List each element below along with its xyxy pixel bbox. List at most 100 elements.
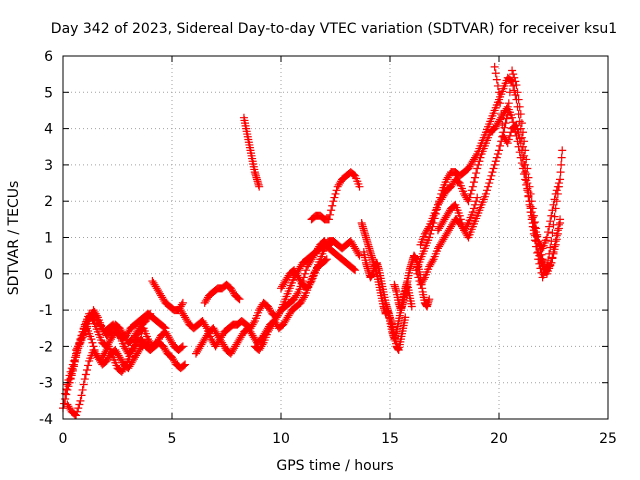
data-point xyxy=(505,88,514,97)
data-point xyxy=(493,81,502,90)
data-point xyxy=(331,189,340,198)
data-point xyxy=(529,229,538,238)
data-point xyxy=(553,189,562,198)
data-point xyxy=(483,186,492,195)
data-point xyxy=(74,404,83,413)
data-point xyxy=(506,128,515,137)
series-s6 xyxy=(148,277,187,315)
series-s5 xyxy=(72,306,155,355)
data-point xyxy=(181,360,190,369)
data-point xyxy=(328,201,337,210)
data-point xyxy=(463,220,472,229)
data-point xyxy=(401,313,410,322)
data-point xyxy=(498,120,507,129)
data-point xyxy=(542,233,551,242)
data-point xyxy=(66,374,75,383)
data-point xyxy=(179,361,188,370)
data-point xyxy=(534,237,543,246)
data-point xyxy=(178,342,187,351)
data-point xyxy=(306,278,315,287)
y-tick-label: 1 xyxy=(44,231,53,247)
data-point xyxy=(77,391,86,400)
data-point xyxy=(425,295,434,304)
data-point xyxy=(489,164,498,173)
data-point xyxy=(235,295,244,304)
y-tick-label: 2 xyxy=(44,194,53,210)
data-point xyxy=(332,186,341,195)
data-point xyxy=(527,215,536,224)
data-point xyxy=(473,193,482,202)
data-point xyxy=(326,210,335,219)
data-point xyxy=(515,102,524,111)
data-point xyxy=(495,88,503,97)
data-point xyxy=(554,182,563,191)
data-point xyxy=(525,200,534,209)
data-point xyxy=(526,208,535,217)
data-point xyxy=(475,157,484,166)
data-point xyxy=(549,220,558,229)
data-point xyxy=(510,86,519,95)
series-s16 xyxy=(390,280,416,315)
data-point xyxy=(511,77,520,86)
data-point xyxy=(177,343,186,352)
data-point xyxy=(299,293,308,302)
data-point xyxy=(160,323,169,332)
data-point xyxy=(532,224,541,233)
data-point xyxy=(493,150,502,159)
data-point xyxy=(300,269,309,278)
data-point xyxy=(484,182,493,191)
data-point xyxy=(492,153,501,162)
data-point xyxy=(548,254,557,263)
series-s3 xyxy=(63,338,155,420)
data-point xyxy=(530,236,539,245)
data-point xyxy=(514,130,523,139)
data-point xyxy=(255,182,264,191)
data-point xyxy=(508,66,517,75)
data-point xyxy=(146,346,155,355)
data-point xyxy=(496,141,505,150)
data-point xyxy=(529,218,538,227)
series-s18 xyxy=(416,102,565,253)
data-point xyxy=(474,160,483,169)
data-point xyxy=(490,160,499,169)
data-point xyxy=(517,146,526,155)
data-point xyxy=(469,204,478,213)
data-point xyxy=(178,298,187,307)
data-point xyxy=(510,73,519,82)
data-point xyxy=(546,217,555,226)
x-tick-label: 5 xyxy=(168,431,177,447)
data-point xyxy=(497,110,506,119)
y-tick-label: 5 xyxy=(44,85,53,101)
y-tick-label: -1 xyxy=(39,303,53,319)
data-point xyxy=(472,197,481,206)
data-point xyxy=(468,182,477,191)
data-point xyxy=(542,262,551,271)
data-point xyxy=(518,128,527,137)
data-point xyxy=(544,228,553,237)
data-point xyxy=(468,208,477,217)
data-point xyxy=(496,99,505,108)
data-point xyxy=(75,340,84,349)
data-point xyxy=(487,171,496,180)
data-point xyxy=(512,120,521,129)
data-point xyxy=(350,265,359,274)
data-point xyxy=(476,153,485,162)
data-point xyxy=(329,197,338,206)
data-point xyxy=(330,193,339,202)
chart-title: Day 342 of 2023, Sidereal Day-to-day VTE… xyxy=(51,21,617,37)
data-point xyxy=(485,179,494,188)
data-point xyxy=(537,250,546,259)
data-point xyxy=(548,206,557,215)
data-point xyxy=(522,176,531,185)
data-point xyxy=(516,110,525,119)
data-point xyxy=(491,157,500,166)
data-point xyxy=(501,119,510,128)
data-point xyxy=(552,197,561,206)
data-point xyxy=(495,146,503,155)
data-point xyxy=(523,184,532,193)
data-point xyxy=(92,311,101,320)
data-point xyxy=(558,146,567,155)
data-point xyxy=(324,215,333,224)
data-point xyxy=(177,300,186,309)
data-point xyxy=(509,70,518,79)
